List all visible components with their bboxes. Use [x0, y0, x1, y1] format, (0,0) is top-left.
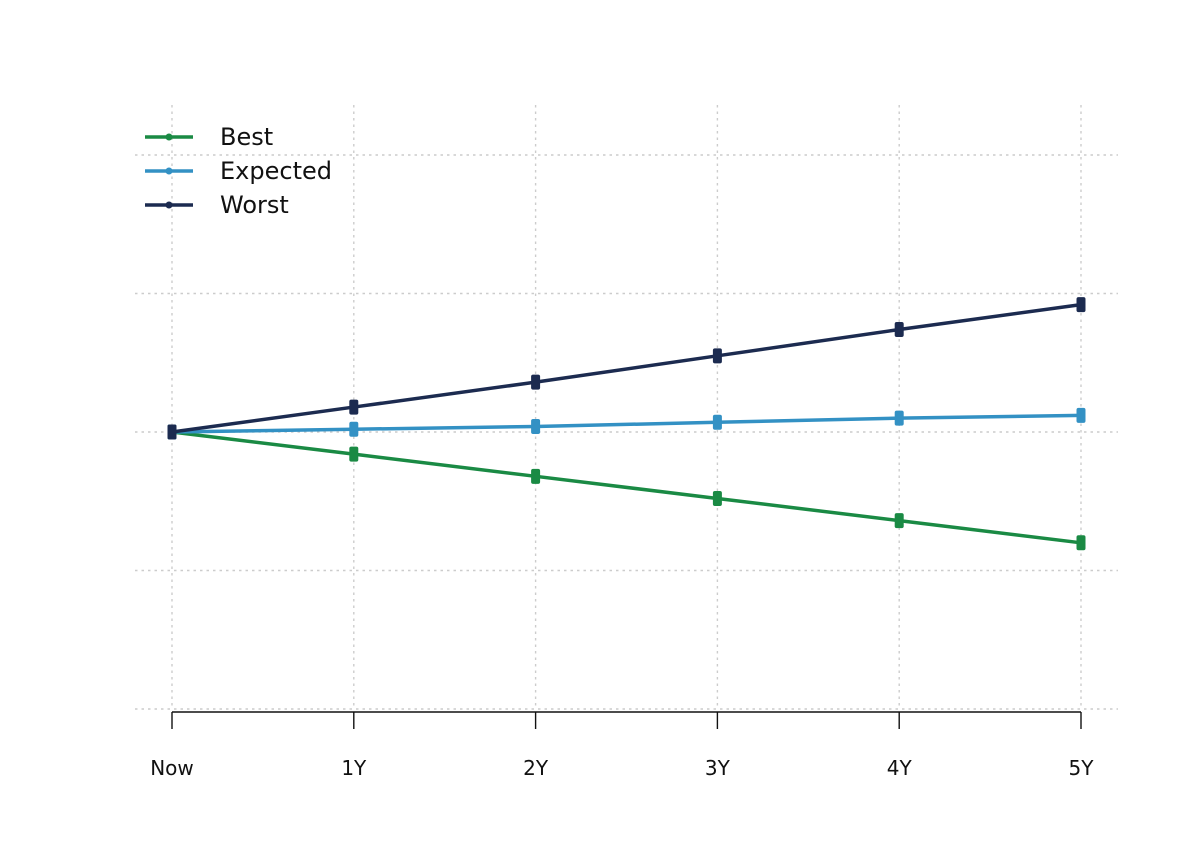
data-point [1076, 297, 1086, 313]
data-point [531, 374, 541, 390]
x-tick-label: 3Y [705, 756, 731, 780]
legend-entry-worst: Worst [220, 191, 289, 219]
legend-entry-best: Best [220, 123, 273, 151]
data-point [712, 348, 722, 364]
data-point [894, 513, 904, 529]
x-tick-label: Now [150, 756, 194, 780]
legend: Best Expected Worst [145, 123, 332, 219]
grid [135, 105, 1118, 710]
data-point [531, 418, 541, 434]
x-tick-label: 1Y [341, 756, 367, 780]
legend-swatch-marker [165, 133, 173, 141]
x-tick-label: 2Y [523, 756, 549, 780]
data-point [349, 446, 359, 462]
data-point [349, 421, 359, 437]
legend-swatch-marker [165, 201, 173, 209]
series-lines [167, 297, 1086, 551]
x-axis: Now 1Y 2Y 3Y 4Y 5Y [150, 711, 1095, 780]
x-tick-label: 5Y [1069, 756, 1095, 780]
data-point [531, 468, 541, 484]
data-point [894, 410, 904, 426]
data-point [1076, 407, 1086, 423]
x-tick-label: 4Y [887, 756, 913, 780]
data-point [712, 414, 722, 430]
data-point [1076, 535, 1086, 551]
series-line-worst [170, 302, 1083, 434]
series-line-best [170, 430, 1083, 545]
data-point [712, 490, 722, 506]
data-point [349, 399, 359, 415]
legend-entry-expected: Expected [220, 157, 332, 185]
series-line-expected [170, 413, 1083, 434]
data-point [167, 424, 177, 440]
data-point [894, 322, 904, 338]
legend-swatch-marker [165, 167, 173, 175]
